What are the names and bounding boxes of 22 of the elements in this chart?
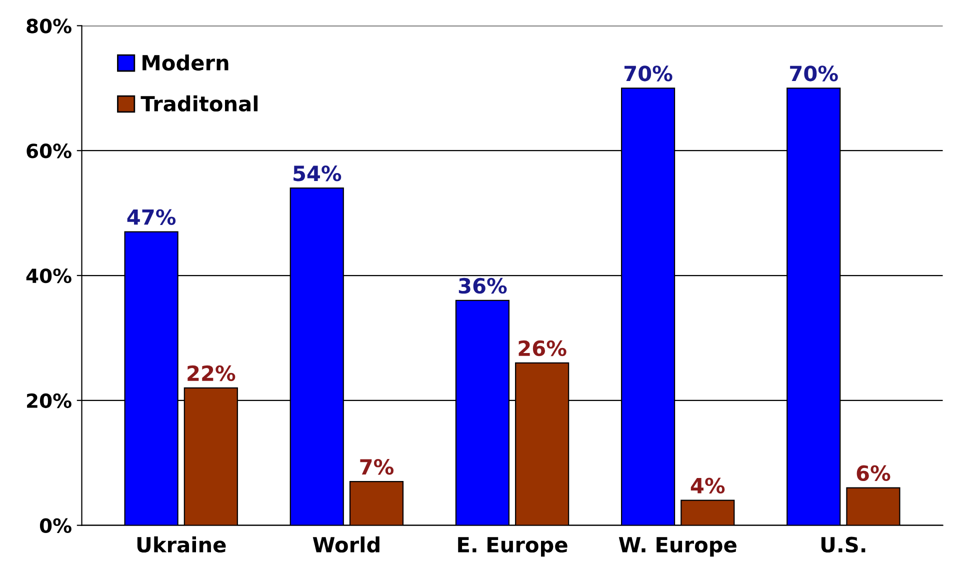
data-label: 47% (127, 209, 176, 225)
x-tick-label: U.S. (821, 536, 866, 553)
data-label: 26% (518, 340, 566, 356)
x-tick-label: W. Europe (618, 537, 736, 557)
x-tick-label: World (312, 536, 380, 553)
legend-label: Traditonal (140, 95, 258, 112)
y-tick-label: 40% (26, 268, 72, 284)
legend-label: Modern (142, 54, 228, 71)
x-tick-label: E. Europe (458, 537, 568, 557)
y-tick-label: 60% (26, 144, 72, 158)
data-label: 36% (458, 278, 507, 294)
x-tick-label: Ukraine (137, 536, 226, 553)
y-tick-label: 20% (27, 393, 72, 408)
data-label: 6% (856, 465, 890, 482)
data-label: 7% (360, 459, 394, 475)
y-tick-label: 0% (40, 518, 72, 533)
data-label: 70% (790, 66, 838, 82)
data-label: 54% (294, 166, 342, 182)
y-tick-label: 80% (26, 18, 72, 34)
data-label: 22% (188, 365, 236, 382)
data-label: 4% (690, 478, 725, 494)
data-label: 70% (624, 66, 672, 82)
